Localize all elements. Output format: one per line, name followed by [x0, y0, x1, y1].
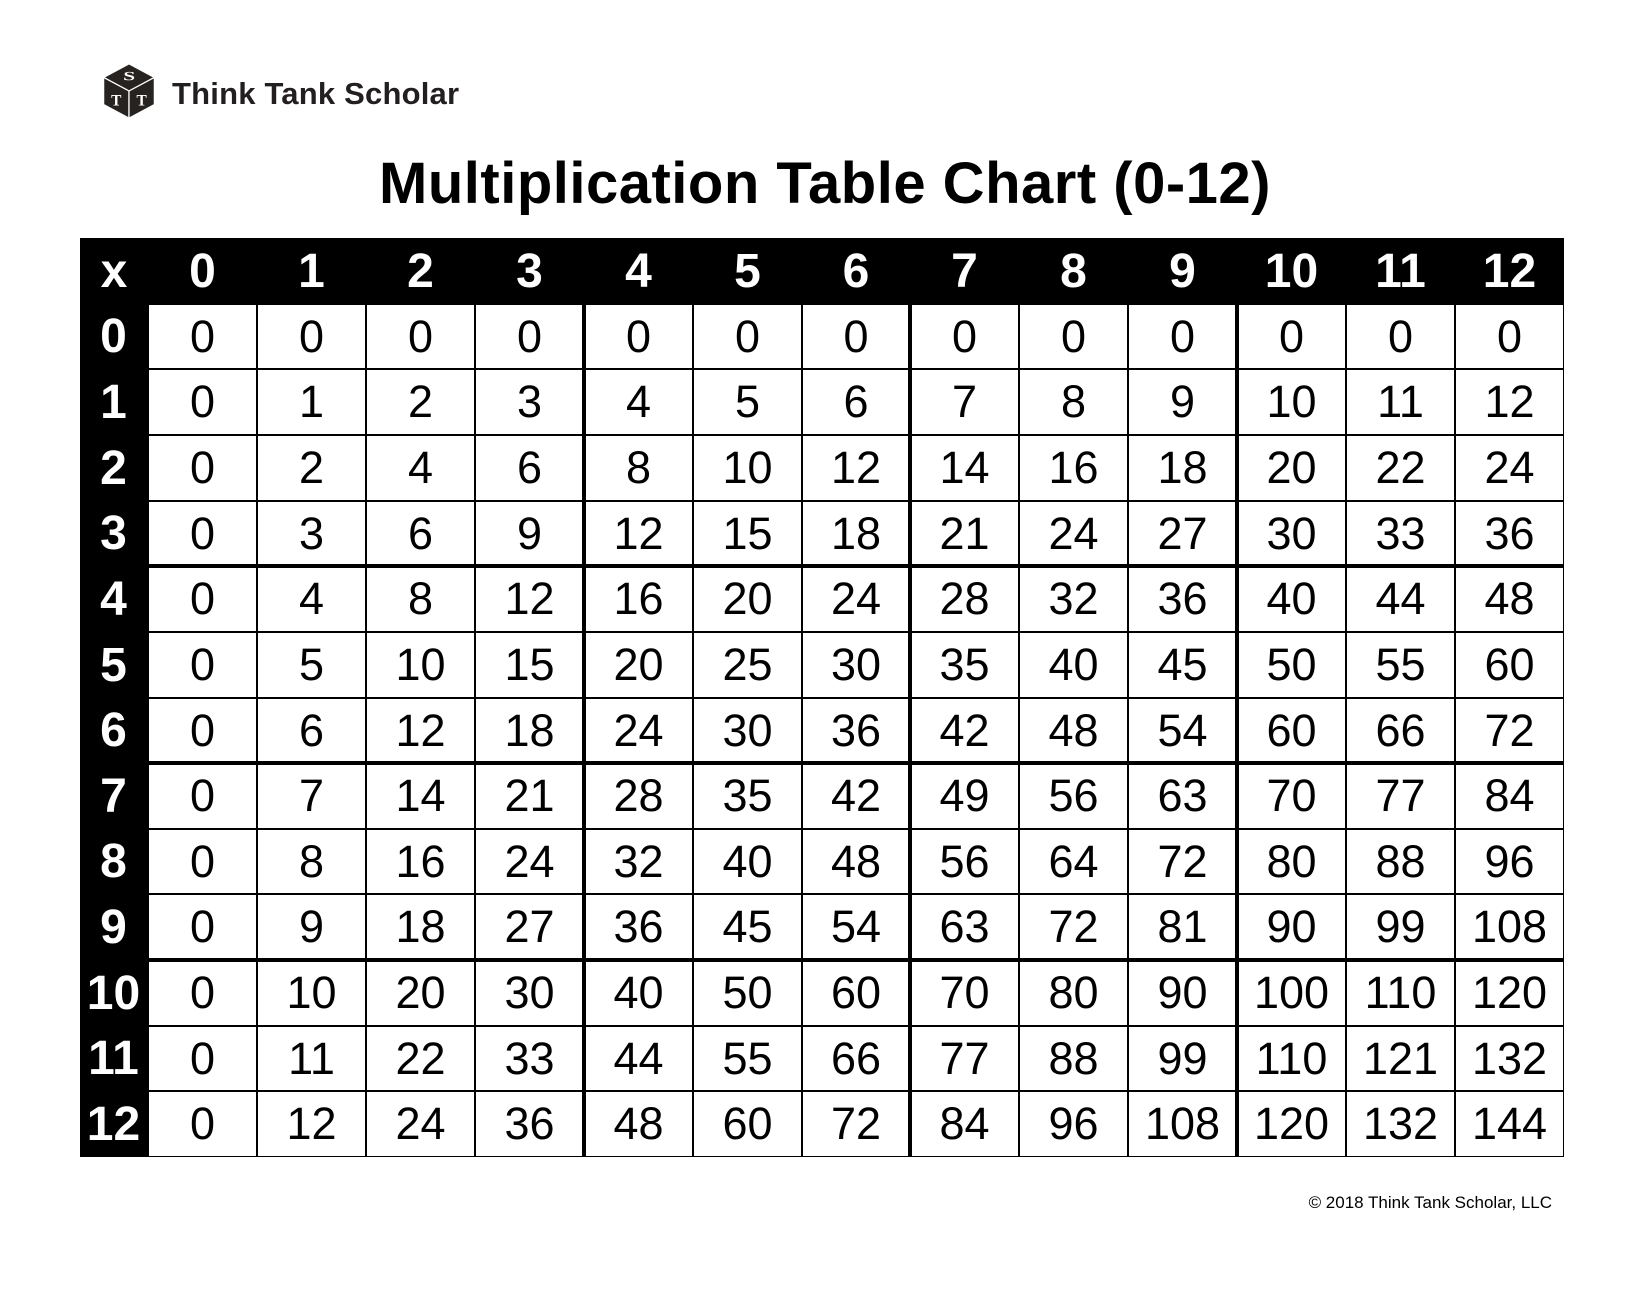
svg-text:T: T — [111, 93, 122, 110]
svg-text:T: T — [137, 93, 148, 110]
svg-text:S: S — [123, 69, 136, 83]
